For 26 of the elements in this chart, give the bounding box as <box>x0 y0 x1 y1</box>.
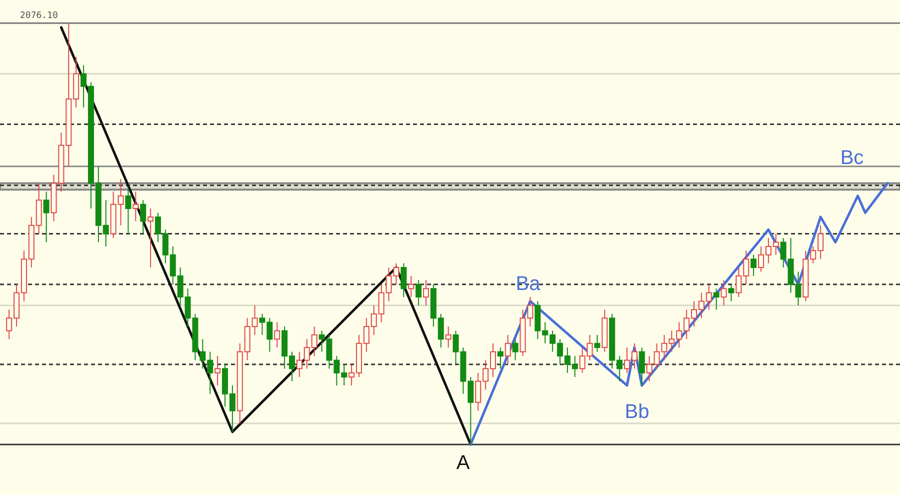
candlestick <box>416 280 422 306</box>
candlestick <box>750 254 757 276</box>
candlestick <box>274 322 280 348</box>
candlestick <box>497 347 504 370</box>
candlestick <box>125 186 132 234</box>
candlestick <box>728 284 734 302</box>
candlestick <box>504 334 511 365</box>
candlestick <box>638 347 645 386</box>
candlestick <box>720 280 727 306</box>
candlestick <box>594 334 600 352</box>
candlestick <box>148 208 154 268</box>
candlestick <box>713 288 720 310</box>
candlestick <box>445 326 452 348</box>
candlestick <box>214 355 221 386</box>
candlestick <box>512 338 518 361</box>
text: 2076.10 <box>20 11 58 21</box>
candlestick <box>43 191 50 243</box>
candlestick <box>140 200 146 234</box>
candlestick <box>422 280 429 306</box>
candlestick <box>132 191 139 222</box>
text: A <box>456 452 470 474</box>
annotation: Bc <box>840 147 864 169</box>
annotation: Bb <box>624 401 650 423</box>
annotation: Ba <box>516 273 542 295</box>
candlestick <box>408 275 414 298</box>
candlestick <box>400 262 407 298</box>
